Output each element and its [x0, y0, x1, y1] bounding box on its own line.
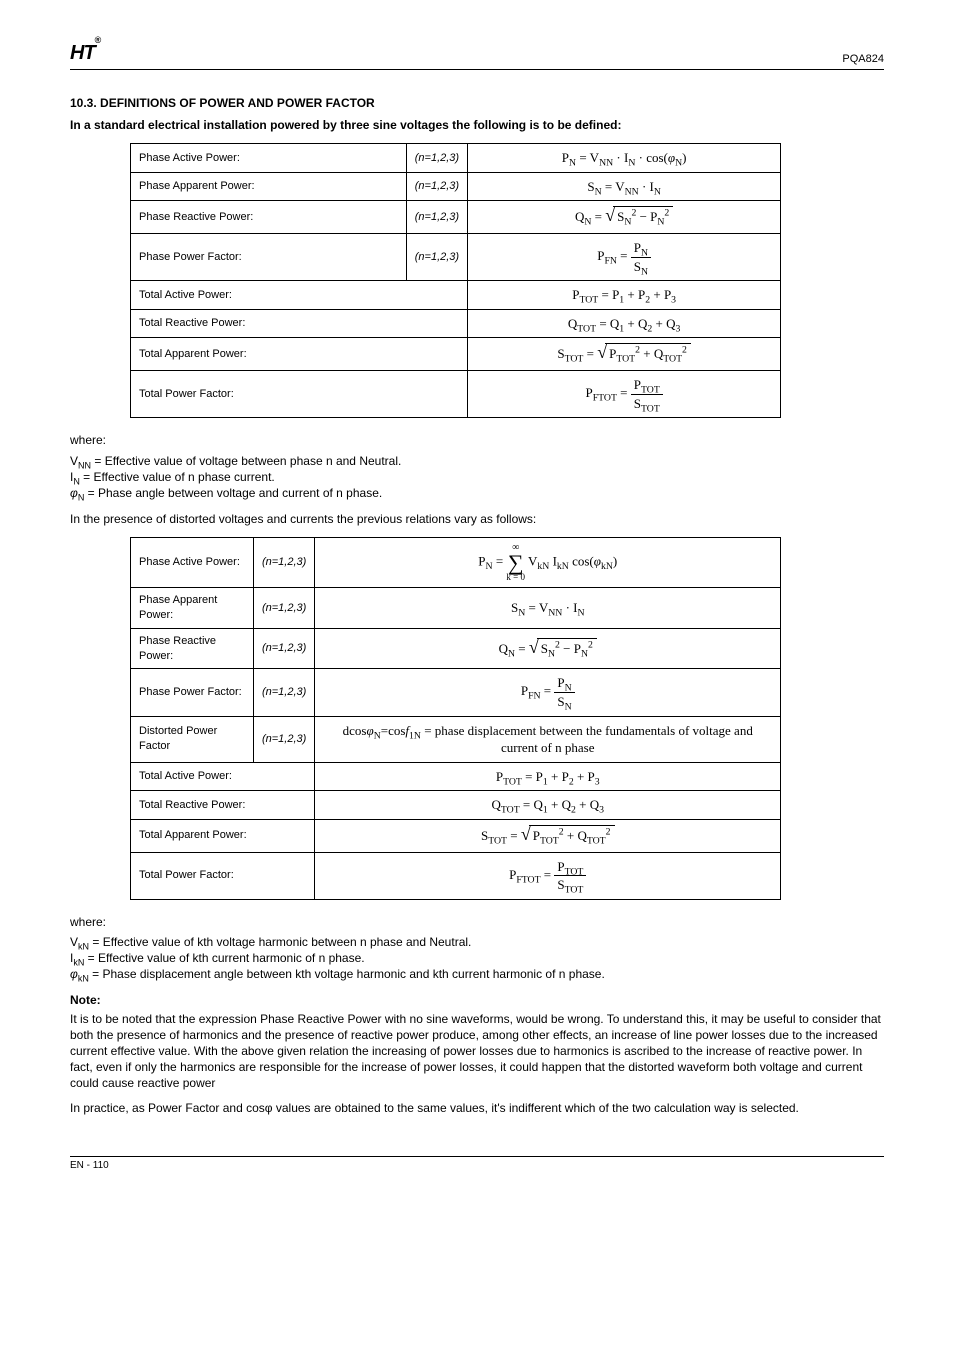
row-label: Total Active Power:: [131, 281, 468, 310]
table-row: Total Reactive Power:QTOT = Q1 + Q2 + Q3: [131, 309, 781, 338]
page-header: HT® PQA824: [70, 40, 884, 70]
table-row: Total Power Factor:PFTOT = PTOTSTOT: [131, 371, 781, 418]
where-line: VNN = Effective value of voltage between…: [70, 453, 884, 469]
table-row: Total Reactive Power:QTOT = Q1 + Q2 + Q3: [131, 791, 781, 820]
table-row: Total Apparent Power:STOT = √PTOT2 + QTO…: [131, 819, 781, 852]
row-eq: QN = √SN2 − PN2: [315, 628, 781, 669]
row-eq: PFN = PNSN: [468, 234, 781, 281]
table-row: Phase Apparent Power:(n=1,2,3)SN = VNN ·…: [131, 172, 781, 201]
row-label: Total Power Factor:: [131, 371, 468, 418]
row-eq: SN = VNN · IN: [468, 172, 781, 201]
row-sym: (n=1,2,3): [406, 234, 467, 281]
where-label-2: where:: [70, 914, 884, 930]
note-body-2: In practice, as Power Factor and cosφ va…: [70, 1100, 884, 1116]
where-line: IN = Effective value of n phase current.: [70, 469, 884, 485]
table-row: Total Power Factor:PFTOT = PTOTSTOT: [131, 852, 781, 899]
row-sym: (n=1,2,3): [253, 628, 314, 669]
formulas-table-1: Phase Active Power:(n=1,2,3)PN = VNN · I…: [130, 143, 781, 418]
table-row: Total Apparent Power:STOT = √PTOT2 + QTO…: [131, 338, 781, 371]
row-label: Total Power Factor:: [131, 852, 315, 899]
brand-logo: HT®: [70, 40, 100, 67]
section-heading: 10.3. DEFINITIONS OF POWER AND POWER FAC…: [70, 95, 884, 111]
section-title-text: DEFINITIONS OF POWER AND POWER FACTOR: [100, 96, 375, 110]
row-sym: (n=1,2,3): [253, 588, 314, 629]
row-label: Total Apparent Power:: [131, 819, 315, 852]
row-sym: (n=1,2,3): [253, 716, 314, 762]
logo-reg: ®: [95, 35, 101, 45]
row-label: Phase Reactive Power:: [131, 628, 254, 669]
table-row: Phase Power Factor:(n=1,2,3)PFN = PNSN: [131, 234, 781, 281]
table-row: Distorted Power Factor(n=1,2,3)dcosφN=co…: [131, 716, 781, 762]
row-label: Distorted Power Factor: [131, 716, 254, 762]
row-eq: STOT = √PTOT2 + QTOT2: [468, 338, 781, 371]
row-eq: dcosφN=cosf1N = phase displacement betwe…: [315, 716, 781, 762]
row-eq: PN = VNN · IN · cos(φN): [468, 144, 781, 173]
model-name: PQA824: [842, 52, 884, 67]
row-label: Total Reactive Power:: [131, 791, 315, 820]
row-eq: PN = ∞∑k = 0 VkN IkN cos(φkN): [315, 538, 781, 588]
row-sym: (n=1,2,3): [406, 172, 467, 201]
row-label: Phase Power Factor:: [131, 669, 254, 716]
table-row: Phase Reactive Power:(n=1,2,3)QN = √SN2 …: [131, 628, 781, 669]
footer-left: EN - 110: [70, 1159, 109, 1173]
row-eq: PTOT = P1 + P2 + P3: [468, 281, 781, 310]
row-label: Phase Power Factor:: [131, 234, 407, 281]
where-label-1: where:: [70, 432, 884, 448]
row-sym: (n=1,2,3): [253, 538, 314, 588]
logo-text: HT: [70, 42, 95, 64]
row-eq: PTOT = P1 + P2 + P3: [315, 762, 781, 791]
note-label: Note:: [70, 992, 884, 1008]
table-row: Total Active Power:PTOT = P1 + P2 + P3: [131, 281, 781, 310]
row-label: Phase Active Power:: [131, 538, 254, 588]
where-line: VkN = Effective value of kth voltage har…: [70, 934, 884, 950]
where-list-1: VNN = Effective value of voltage between…: [70, 453, 884, 502]
row-label: Phase Reactive Power:: [131, 201, 407, 234]
row-label: Phase Apparent Power:: [131, 172, 407, 201]
where-line: IkN = Effective value of kth current har…: [70, 950, 884, 966]
row-label: Phase Apparent Power:: [131, 588, 254, 629]
table-row: Phase Active Power:(n=1,2,3)PN = ∞∑k = 0…: [131, 538, 781, 588]
where-line: φkN = Phase displacement angle between k…: [70, 966, 884, 982]
table-row: Phase Power Factor:(n=1,2,3)PFN = PNSN: [131, 669, 781, 716]
row-eq: QTOT = Q1 + Q2 + Q3: [468, 309, 781, 338]
row-sym: (n=1,2,3): [406, 201, 467, 234]
table-row: Total Active Power:PTOT = P1 + P2 + P3: [131, 762, 781, 791]
intro-paragraph: In a standard electrical installation po…: [70, 117, 884, 133]
table-row: Phase Apparent Power:(n=1,2,3)SN = VNN ·…: [131, 588, 781, 629]
formulas-table-2: Phase Active Power:(n=1,2,3)PN = ∞∑k = 0…: [130, 537, 781, 899]
row-eq: QN = √SN2 − PN2: [468, 201, 781, 234]
table-row: Phase Reactive Power:(n=1,2,3)QN = √SN2 …: [131, 201, 781, 234]
row-eq: PFN = PNSN: [315, 669, 781, 716]
mid-paragraph: In the presence of distorted voltages an…: [70, 511, 884, 527]
row-label: Phase Active Power:: [131, 144, 407, 173]
page-footer: EN - 110: [70, 1156, 884, 1173]
row-eq: PFTOT = PTOTSTOT: [315, 852, 781, 899]
where-list-2: VkN = Effective value of kth voltage har…: [70, 934, 884, 983]
row-label: Total Active Power:: [131, 762, 315, 791]
row-label: Total Reactive Power:: [131, 309, 468, 338]
row-eq: PFTOT = PTOTSTOT: [468, 371, 781, 418]
row-sym: (n=1,2,3): [406, 144, 467, 173]
row-eq: SN = VNN · IN: [315, 588, 781, 629]
row-eq: QTOT = Q1 + Q2 + Q3: [315, 791, 781, 820]
row-eq: STOT = √PTOT2 + QTOT2: [315, 819, 781, 852]
note-body-1: It is to be noted that the expression Ph…: [70, 1011, 884, 1092]
section-number: 10.3.: [70, 96, 97, 110]
table-row: Phase Active Power:(n=1,2,3)PN = VNN · I…: [131, 144, 781, 173]
where-line: φN = Phase angle between voltage and cur…: [70, 485, 884, 501]
row-sym: (n=1,2,3): [253, 669, 314, 716]
row-label: Total Apparent Power:: [131, 338, 468, 371]
